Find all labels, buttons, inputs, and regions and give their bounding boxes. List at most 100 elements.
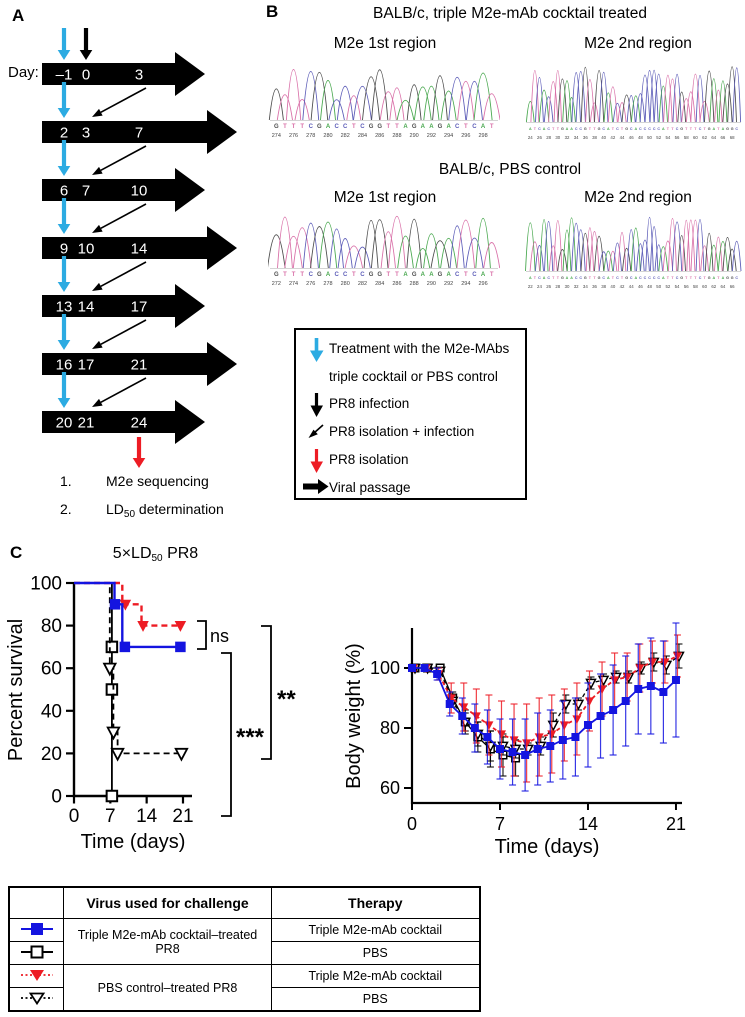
svg-text:A: A [326,124,331,130]
footnote-text: LD50 determination [106,501,224,520]
footnote-number: 2. [60,501,72,517]
svg-text:3: 3 [135,67,143,84]
svg-text:C: C [648,127,651,131]
svg-text:C: C [602,127,605,131]
svg-text:T: T [552,127,555,131]
svg-text:T: T [717,276,720,280]
svg-text:56: 56 [684,284,689,289]
svg-text:G: G [412,124,417,130]
svg-text:286: 286 [392,281,401,287]
svg-text:C: C [343,272,348,278]
therapy-cell: Triple M2e-mAb cocktail [271,918,480,942]
svg-text:A: A [607,276,610,280]
svg-text:50: 50 [656,284,661,289]
svg-text:58: 58 [693,284,698,289]
svg-text:100: 100 [30,574,62,595]
svg-text:42: 42 [620,284,625,289]
footnote-ld50: 2. LD50 determination [60,498,224,526]
virus-column-header: Virus used for challenge [63,886,272,919]
svg-text:G: G [369,124,374,130]
svg-text:276: 276 [289,133,298,139]
svg-text:60: 60 [41,659,62,680]
symbol-legend-box: Treatment with the M2e-MAbs triple cockt… [294,328,527,500]
weight-series-0 [408,622,680,792]
blue-filled-square-solid-line-icon [8,918,64,942]
svg-text:T: T [690,276,693,280]
legend-item-text: Viral passage [329,479,411,495]
svg-text:50: 50 [647,135,652,140]
svg-text:290: 290 [427,281,436,287]
svg-text:64: 64 [721,284,726,289]
viral-passage-arrow [42,110,237,154]
svg-text:7: 7 [82,183,90,200]
chromatogram-subtitle: M2e 1st region [333,189,437,206]
svg-text:C: C [575,276,578,280]
chromatogram-subtitle: M2e 1st region [333,35,437,52]
viral-passage-arrow [42,226,237,270]
svg-text:A: A [712,276,715,280]
svg-text:T: T [690,127,693,131]
svg-text:274: 274 [289,281,298,287]
svg-text:T: T [685,127,688,131]
svg-text:280: 280 [323,133,332,139]
svg-text:C: C [653,276,656,280]
svg-text:34: 34 [574,135,579,140]
svg-text:A: A [722,127,725,131]
isolation-infection-arrow-icon [303,418,329,443]
svg-text:2: 2 [60,125,68,142]
legend-item-text: PR8 isolation + infection [329,424,475,439]
svg-text:C: C [657,276,660,280]
svg-text:**: ** [277,686,296,713]
svg-text:44: 44 [629,284,634,289]
svg-text:286: 286 [375,133,384,139]
svg-text:T: T [352,272,356,278]
svg-text:Percent survival: Percent survival [5,619,27,761]
svg-text:T: T [621,127,624,131]
body-weight-plot: 60 80 100 0 7 14 21 Time (days) Body weight (%) [343,622,686,858]
svg-text:9: 9 [60,241,68,258]
svg-text:40: 40 [610,284,615,289]
svg-text:14: 14 [131,241,148,258]
svg-text:282: 282 [341,133,350,139]
svg-text:10: 10 [131,183,148,200]
svg-text:G: G [438,124,443,130]
svg-text:Time (days): Time (days) [495,836,600,858]
svg-text:T: T [283,272,287,278]
svg-text:C: C [616,127,619,131]
svg-text:16: 16 [56,357,73,374]
svg-text:C: C [343,124,348,130]
table-row: PBS [8,987,480,1012]
svg-text:C: C [735,127,738,131]
svg-text:C: C [630,127,633,131]
legend-item-text: PR8 isolation [329,451,409,467]
red-filled-triangle-dotted-line-icon [8,964,64,988]
chromatogram-pbs-region1: G T T T C G A C C T C G G T T A G A A G A C T C A T 272 274 276 278 28… [267,206,501,290]
svg-text:T: T [557,127,560,131]
svg-text:A: A [421,124,426,130]
svg-text:54: 54 [675,284,680,289]
svg-text:C: C [676,276,679,280]
svg-text:T: T [612,276,615,280]
svg-text:C: C [579,276,582,280]
svg-text:T: T [621,276,624,280]
svg-text:0: 0 [69,806,80,827]
svg-text:A: A [446,272,451,278]
svg-text:C: C [538,127,541,131]
svg-text:17: 17 [78,357,95,374]
svg-text:24: 24 [537,284,542,289]
svg-text:C: C [360,124,365,130]
svg-text:C: C [630,276,633,280]
svg-text:G: G [708,127,711,131]
legend-item-treatment: Treatment with the M2e-MAbs triple cockt… [303,335,525,390]
svg-text:T: T [667,276,670,280]
svg-text:292: 292 [444,281,453,287]
svg-text:44: 44 [620,135,625,140]
svg-text:G: G [726,276,729,280]
svg-text:G: G [708,276,711,280]
svg-text:21: 21 [666,814,686,834]
svg-text:T: T [534,127,537,131]
svg-text:30: 30 [555,135,560,140]
svg-text:28: 28 [546,135,551,140]
chromatogram-subtitle: M2e 2nd region [584,35,692,52]
